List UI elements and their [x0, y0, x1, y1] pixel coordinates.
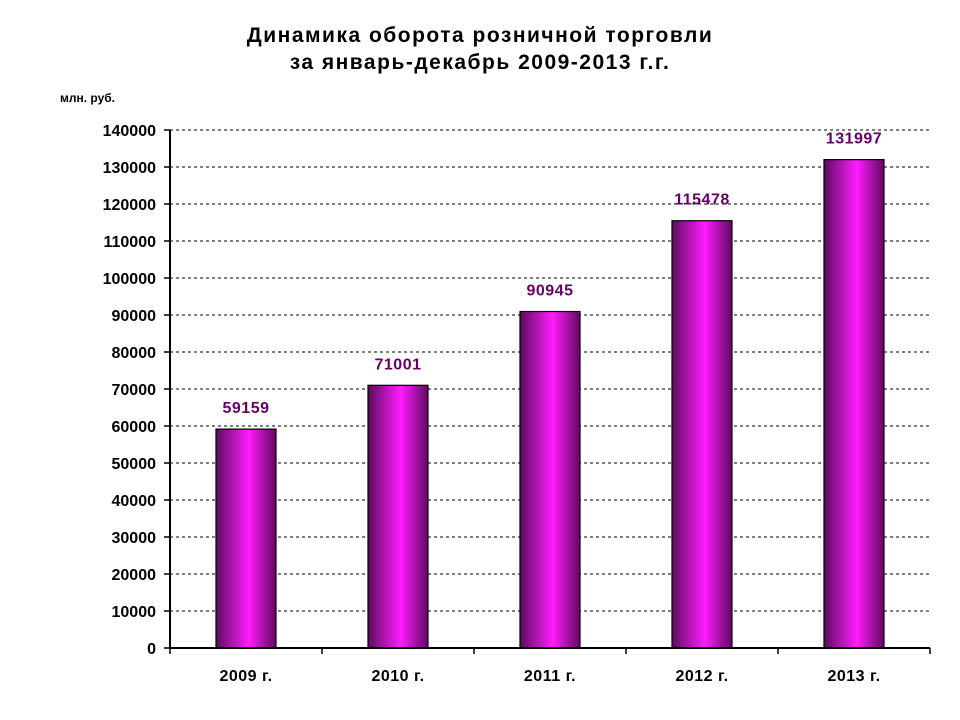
y-tick-label: 10000 — [112, 604, 157, 621]
bar — [215, 428, 277, 649]
bars — [215, 159, 885, 649]
y-tick-label: 70000 — [112, 382, 157, 399]
data-label: 59159 — [223, 400, 270, 417]
chart-title: Динамика оборота розничной торговли за я… — [0, 22, 960, 76]
y-tick-label: 50000 — [112, 456, 157, 473]
y-tick-label: 110000 — [103, 234, 156, 251]
bar — [519, 310, 581, 649]
y-axis-unit-label: млн. руб. — [60, 91, 116, 105]
x-tick-label: 2010 г. — [371, 668, 424, 685]
bar — [671, 220, 733, 649]
y-tick-label: 20000 — [112, 567, 157, 584]
y-tick-label: 80000 — [112, 345, 157, 362]
data-label: 90945 — [527, 283, 574, 300]
chart-title-line-1: Динамика оборота розничной торговли — [246, 24, 714, 47]
y-tick-label: 40000 — [112, 493, 157, 510]
data-label: 115478 — [674, 192, 730, 209]
y-tick-label: 90000 — [112, 308, 157, 325]
y-tick-label: 130000 — [103, 160, 156, 177]
y-tick-label: 30000 — [112, 530, 157, 547]
chart-title-line-2: за январь-декабрь 2009-2013 г.г. — [289, 51, 671, 74]
labels: 0 10000 20000 30000 40000 50000 60000 70000 8000… — [103, 123, 882, 685]
x-tick-label: 2012 г. — [675, 668, 728, 685]
x-tick-label: 2009 г. — [219, 668, 272, 685]
y-tick-label: 100000 — [103, 271, 156, 288]
axes — [164, 129, 931, 654]
x-tick-label: 2011 г. — [524, 668, 576, 685]
y-tick-label: 60000 — [112, 419, 157, 436]
data-label: 71001 — [375, 356, 422, 373]
x-tick-label: 2013 г. — [827, 668, 880, 685]
data-label: 131997 — [826, 131, 882, 148]
y-tick-label: 0 — [147, 641, 156, 658]
y-tick-label: 120000 — [103, 197, 156, 214]
y-tick-label: 140000 — [103, 123, 156, 140]
bar — [367, 384, 429, 649]
bar — [823, 159, 885, 649]
